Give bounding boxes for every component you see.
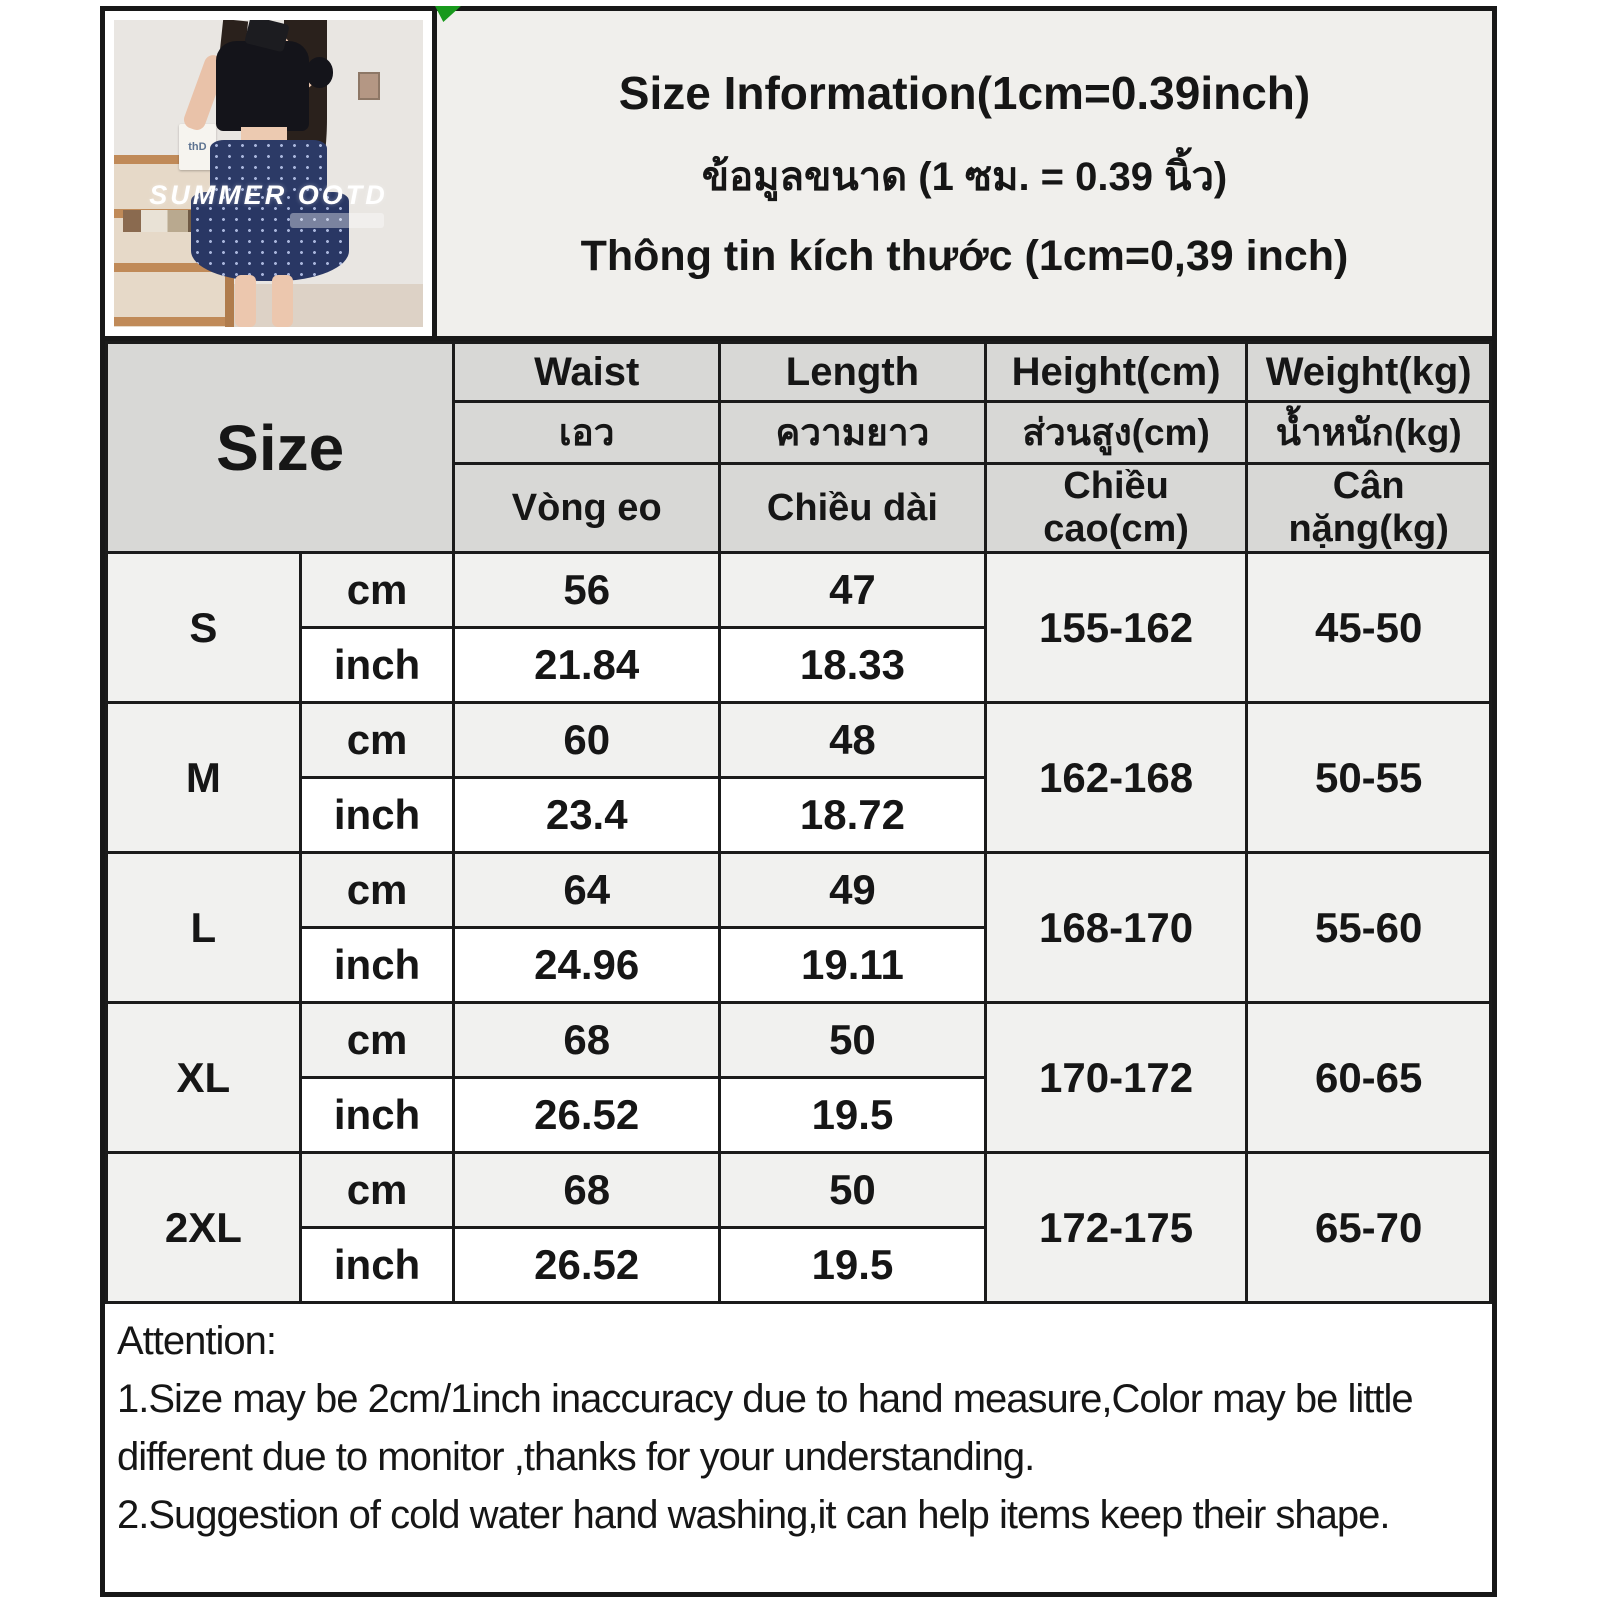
length-cm-cell: 49 — [718, 851, 987, 929]
weight-cell: 60-65 — [1245, 1001, 1492, 1154]
weight-cell: 55-60 — [1245, 851, 1492, 1004]
product-photo-illustration: thD SUMMER OOTD — [114, 20, 423, 327]
photo-model-leg — [234, 274, 257, 327]
height-cell: 168-170 — [983, 851, 1249, 1004]
table-row: L cm 64 49 168-170 55-60 — [105, 851, 1492, 1004]
size-column-header: Size — [104, 341, 456, 554]
photo-black-top — [215, 41, 309, 131]
length-inch-cell: 19.11 — [718, 926, 987, 1004]
table-row: inch 21.84 18.33 — [107, 626, 1491, 704]
length-inch-cell: 18.33 — [718, 626, 987, 704]
title-vietnamese: Thông tin kích thước (1cm=0,39 inch) — [580, 232, 1349, 280]
waist-cm-cell: 56 — [452, 551, 722, 629]
unit-cm-cell: cm — [298, 1001, 456, 1079]
length-inch-cell: 18.72 — [718, 776, 987, 854]
height-cell: 155-162 — [983, 551, 1249, 704]
title-english: Size Information(1cm=0.39inch) — [618, 67, 1311, 119]
photo-shelf-items — [123, 210, 204, 232]
size-information-header: Size Information(1cm=0.39inch) ข้อมูลขนา… — [437, 11, 1492, 341]
top-section: thD SUMMER OOTD Size Information(1cm=0.3… — [105, 6, 1492, 341]
waist-cm-cell: 64 — [452, 851, 722, 929]
unit-inch-cell: inch — [298, 776, 456, 854]
table-row: 2XL cm 68 50 172-175 65-70 — [105, 1151, 1492, 1304]
unit-inch-cell: inch — [298, 626, 456, 704]
photo-overlay-caption: SUMMER OOTD — [149, 179, 388, 210]
col-header-height-vi: Chiều cao(cm) — [983, 462, 1249, 554]
length-inch-cell: 19.5 — [718, 1076, 987, 1154]
col-header-waist-th: เอว — [452, 400, 722, 465]
unit-cm-cell: cm — [298, 851, 456, 929]
photo-puff-sleeve — [305, 56, 334, 88]
col-header-length-en: Length — [718, 341, 987, 403]
table-row: S cm 56 47 155-162 45-50 — [105, 551, 1492, 704]
waist-inch-cell: 24.96 — [452, 926, 722, 1004]
table-row: XL cm 68 50 170-172 60-65 — [105, 1001, 1492, 1154]
attention-section: Attention: 1.Size may be 2cm/1inch inacc… — [105, 1304, 1492, 1592]
table-row: inch 26.52 19.5 — [107, 1076, 1491, 1154]
col-header-weight-th: น้ำหนัก(kg) — [1245, 400, 1492, 465]
photo-skirt-lower-tier — [191, 191, 349, 281]
size-letter-cell: S — [105, 551, 302, 704]
size-chart-panel: thD SUMMER OOTD Size Information(1cm=0.3… — [100, 6, 1497, 1597]
col-header-waist-en: Waist — [452, 341, 722, 403]
waist-inch-cell: 21.84 — [452, 626, 722, 704]
length-cm-cell: 48 — [718, 701, 987, 779]
size-letter-cell: L — [105, 851, 302, 1004]
unit-cm-cell: cm — [298, 551, 456, 629]
photo-model-leg — [271, 274, 294, 327]
size-table: Size Waist Length Height(cm) Weight(kg) … — [104, 341, 1492, 1304]
col-header-length-th: ความยาว — [718, 400, 987, 465]
size-letter-cell: XL — [105, 1001, 302, 1154]
product-photo: thD SUMMER OOTD — [105, 11, 437, 341]
unit-inch-cell: inch — [298, 1076, 456, 1154]
height-cell: 172-175 — [983, 1151, 1249, 1304]
unit-cm-cell: cm — [298, 1151, 456, 1229]
photo-paper-bag: thD — [178, 124, 216, 171]
col-header-height-en: Height(cm) — [983, 341, 1249, 403]
waist-inch-cell: 26.52 — [452, 1076, 722, 1154]
unit-cm-cell: cm — [298, 701, 456, 779]
attention-heading: Attention: — [117, 1319, 277, 1363]
height-cell: 162-168 — [983, 701, 1249, 854]
col-header-height-th: ส่วนสูง(cm) — [983, 400, 1249, 465]
waist-inch-cell: 23.4 — [452, 776, 722, 854]
waist-inch-cell: 26.52 — [452, 1226, 722, 1304]
table-row: M cm 60 48 162-168 50-55 — [105, 701, 1492, 854]
weight-cell: 65-70 — [1245, 1151, 1492, 1304]
table-row: inch 26.52 19.5 — [107, 1226, 1491, 1304]
weight-cell: 45-50 — [1245, 551, 1492, 704]
table-row: inch 24.96 19.11 — [107, 926, 1491, 1004]
col-header-length-vi: Chiều dài — [718, 462, 987, 554]
col-header-weight-en: Weight(kg) — [1245, 341, 1492, 403]
weight-cell: 50-55 — [1245, 701, 1492, 854]
length-inch-cell: 19.5 — [718, 1226, 987, 1304]
length-cm-cell: 50 — [718, 1001, 987, 1079]
size-letter-cell: M — [105, 701, 302, 854]
waist-cm-cell: 60 — [452, 701, 722, 779]
photo-overlay-watermark — [290, 213, 385, 229]
col-header-weight-vi: Cân nặng(kg) — [1245, 462, 1492, 554]
photo-wall-picture — [358, 72, 380, 100]
table-row: inch 23.4 18.72 — [107, 776, 1491, 854]
length-cm-cell: 50 — [718, 1151, 987, 1229]
attention-note-2: 2.Suggestion of cold water hand washing,… — [117, 1493, 1391, 1537]
unit-inch-cell: inch — [298, 1226, 456, 1304]
unit-inch-cell: inch — [298, 926, 456, 1004]
waist-cm-cell: 68 — [452, 1151, 722, 1229]
title-thai: ข้อมูลขนาด (1 ซม. = 0.39 นิ้ว) — [701, 155, 1228, 199]
length-cm-cell: 47 — [718, 551, 987, 629]
height-cell: 170-172 — [983, 1001, 1249, 1154]
col-header-waist-vi: Vòng eo — [452, 462, 722, 554]
attention-note-1: 1.Size may be 2cm/1inch inaccuracy due t… — [117, 1377, 1414, 1479]
waist-cm-cell: 68 — [452, 1001, 722, 1079]
size-letter-cell: 2XL — [105, 1151, 302, 1304]
